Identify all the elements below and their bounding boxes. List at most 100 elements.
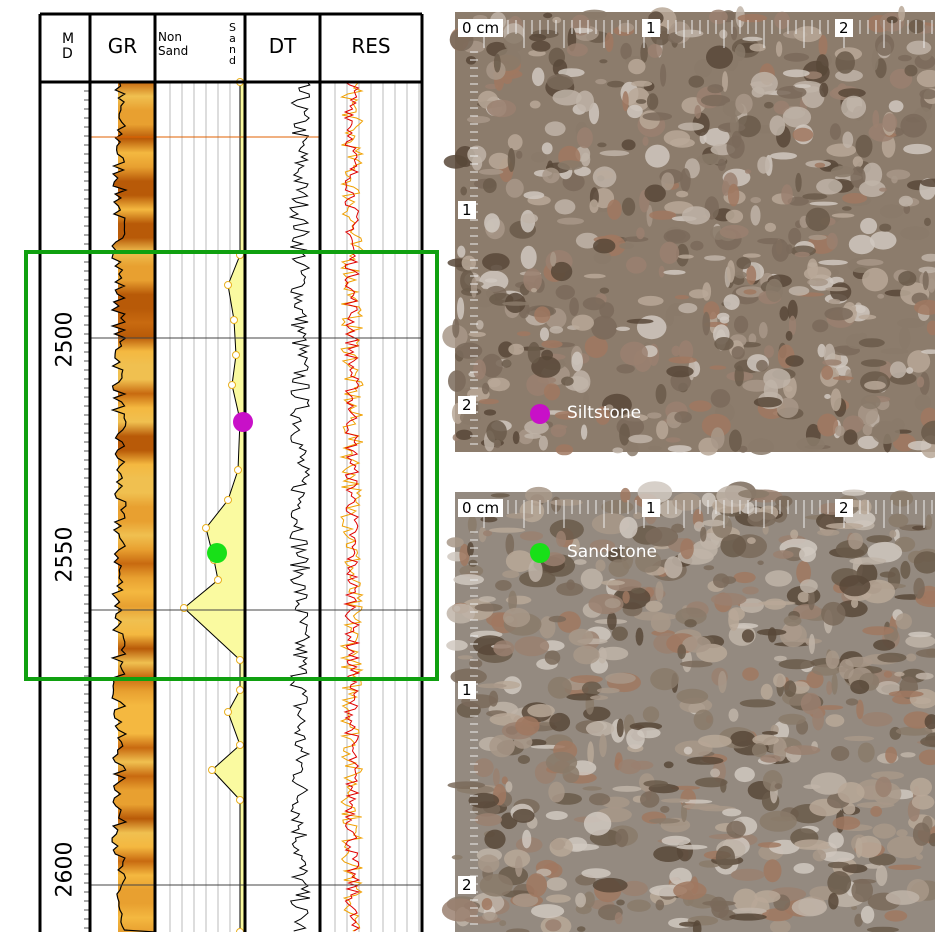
scale-label: 2 [835, 499, 853, 517]
grain [656, 900, 665, 911]
grain [619, 517, 637, 539]
grain [489, 528, 525, 533]
grain [916, 673, 934, 680]
sand-point [229, 382, 236, 389]
grain [704, 565, 715, 570]
grain [754, 397, 782, 407]
grain [482, 912, 497, 921]
grain [795, 252, 810, 257]
grain [521, 213, 538, 223]
grain [738, 14, 768, 22]
grain [448, 781, 486, 789]
grain [447, 537, 464, 547]
grain [724, 294, 740, 310]
grain [806, 208, 831, 232]
grain [714, 337, 733, 350]
grain [502, 570, 519, 578]
grain [544, 383, 560, 400]
grain [687, 757, 724, 765]
grain [623, 236, 648, 242]
grain [752, 743, 767, 757]
scale-label: 0 cm [458, 19, 503, 37]
grain [758, 842, 782, 848]
grain [888, 514, 908, 528]
grain [551, 424, 567, 437]
grain [620, 342, 648, 366]
grain [627, 900, 651, 912]
grain [734, 572, 756, 583]
grain [812, 320, 828, 333]
grain [835, 51, 855, 74]
grain [656, 421, 668, 440]
grain [595, 79, 606, 84]
grain [549, 713, 570, 732]
grain [664, 130, 690, 146]
grain [530, 101, 541, 109]
grain [628, 59, 645, 74]
grain [718, 159, 726, 171]
grain [590, 695, 608, 700]
grain [593, 878, 628, 893]
grain [619, 243, 634, 249]
grain [576, 91, 594, 112]
grain [615, 912, 623, 924]
grain [474, 758, 494, 777]
grain [607, 200, 622, 220]
grain [628, 435, 652, 444]
grain [727, 136, 745, 159]
grain [810, 202, 838, 206]
grain [505, 781, 512, 792]
grain [879, 224, 891, 232]
grain [545, 650, 561, 664]
grain [807, 278, 828, 286]
grain [482, 383, 489, 395]
grain [864, 381, 886, 390]
grain [532, 68, 544, 87]
grain [666, 437, 681, 442]
grain [548, 782, 564, 803]
grain [729, 913, 767, 920]
grain [650, 668, 679, 690]
grain [502, 301, 530, 305]
grain [905, 65, 918, 77]
grain [859, 338, 885, 347]
grain [689, 289, 709, 298]
grain [626, 442, 638, 456]
grain [711, 593, 747, 606]
grain [534, 306, 550, 323]
grain [581, 868, 610, 878]
grain [828, 832, 844, 848]
grain [783, 69, 810, 77]
grain [849, 557, 886, 565]
grain [794, 839, 828, 848]
grain [626, 257, 647, 274]
grain [740, 699, 776, 707]
grain [735, 44, 745, 61]
grain [453, 574, 484, 585]
grain [542, 142, 553, 154]
grain [780, 306, 789, 321]
grain [899, 327, 911, 350]
grain [764, 345, 774, 358]
grain [794, 26, 822, 42]
grain [683, 804, 720, 810]
grain [469, 332, 486, 337]
grain [800, 579, 818, 593]
grain [861, 395, 881, 409]
grain [599, 59, 607, 63]
grain [645, 601, 662, 612]
grain [663, 270, 685, 275]
grain [494, 440, 501, 449]
grain [859, 315, 877, 320]
grain [830, 282, 851, 301]
grain [469, 793, 500, 808]
grain [862, 626, 894, 635]
depth-label: 2550 [53, 533, 78, 583]
grain [907, 41, 932, 55]
grain [561, 377, 574, 386]
grain [493, 768, 500, 786]
grain [539, 436, 548, 451]
grain [809, 634, 815, 654]
grain [762, 731, 778, 735]
grain [896, 829, 907, 837]
